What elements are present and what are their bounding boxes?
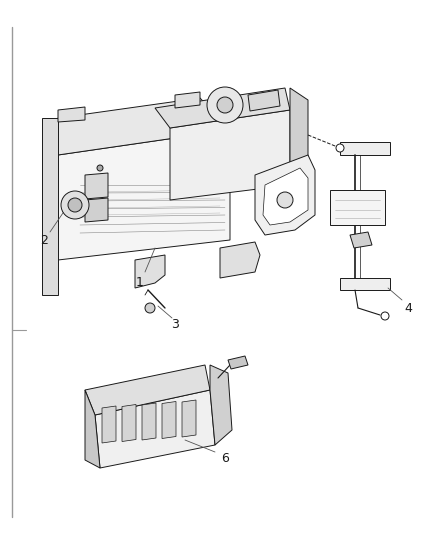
Polygon shape [170, 110, 290, 200]
Circle shape [381, 312, 389, 320]
Polygon shape [58, 107, 85, 122]
Polygon shape [142, 403, 156, 440]
Text: 3: 3 [171, 319, 179, 332]
Polygon shape [248, 90, 280, 111]
Polygon shape [85, 390, 100, 468]
Polygon shape [162, 401, 176, 439]
Circle shape [61, 191, 89, 219]
Text: 4: 4 [404, 302, 412, 314]
Polygon shape [255, 155, 315, 235]
Polygon shape [340, 142, 390, 155]
Polygon shape [42, 118, 58, 295]
Polygon shape [135, 255, 165, 288]
Polygon shape [102, 406, 116, 443]
Polygon shape [58, 130, 230, 260]
Polygon shape [350, 232, 372, 248]
Polygon shape [182, 400, 196, 437]
Polygon shape [85, 365, 210, 415]
Polygon shape [263, 168, 308, 225]
Polygon shape [175, 92, 200, 108]
Polygon shape [155, 88, 290, 128]
Circle shape [97, 165, 103, 171]
Circle shape [217, 97, 233, 113]
Circle shape [336, 144, 344, 152]
Polygon shape [340, 278, 390, 290]
Polygon shape [220, 242, 260, 278]
Text: 6: 6 [221, 451, 229, 464]
Circle shape [68, 198, 82, 212]
Polygon shape [85, 173, 108, 199]
Polygon shape [95, 390, 215, 468]
Polygon shape [210, 365, 232, 445]
Polygon shape [290, 88, 308, 185]
Text: 2: 2 [40, 233, 48, 246]
Polygon shape [228, 356, 248, 369]
Text: 1: 1 [136, 276, 144, 288]
Circle shape [207, 87, 243, 123]
Circle shape [277, 192, 293, 208]
Polygon shape [122, 405, 136, 441]
Polygon shape [330, 190, 385, 225]
Circle shape [145, 303, 155, 313]
Polygon shape [85, 198, 108, 222]
Polygon shape [58, 98, 230, 155]
